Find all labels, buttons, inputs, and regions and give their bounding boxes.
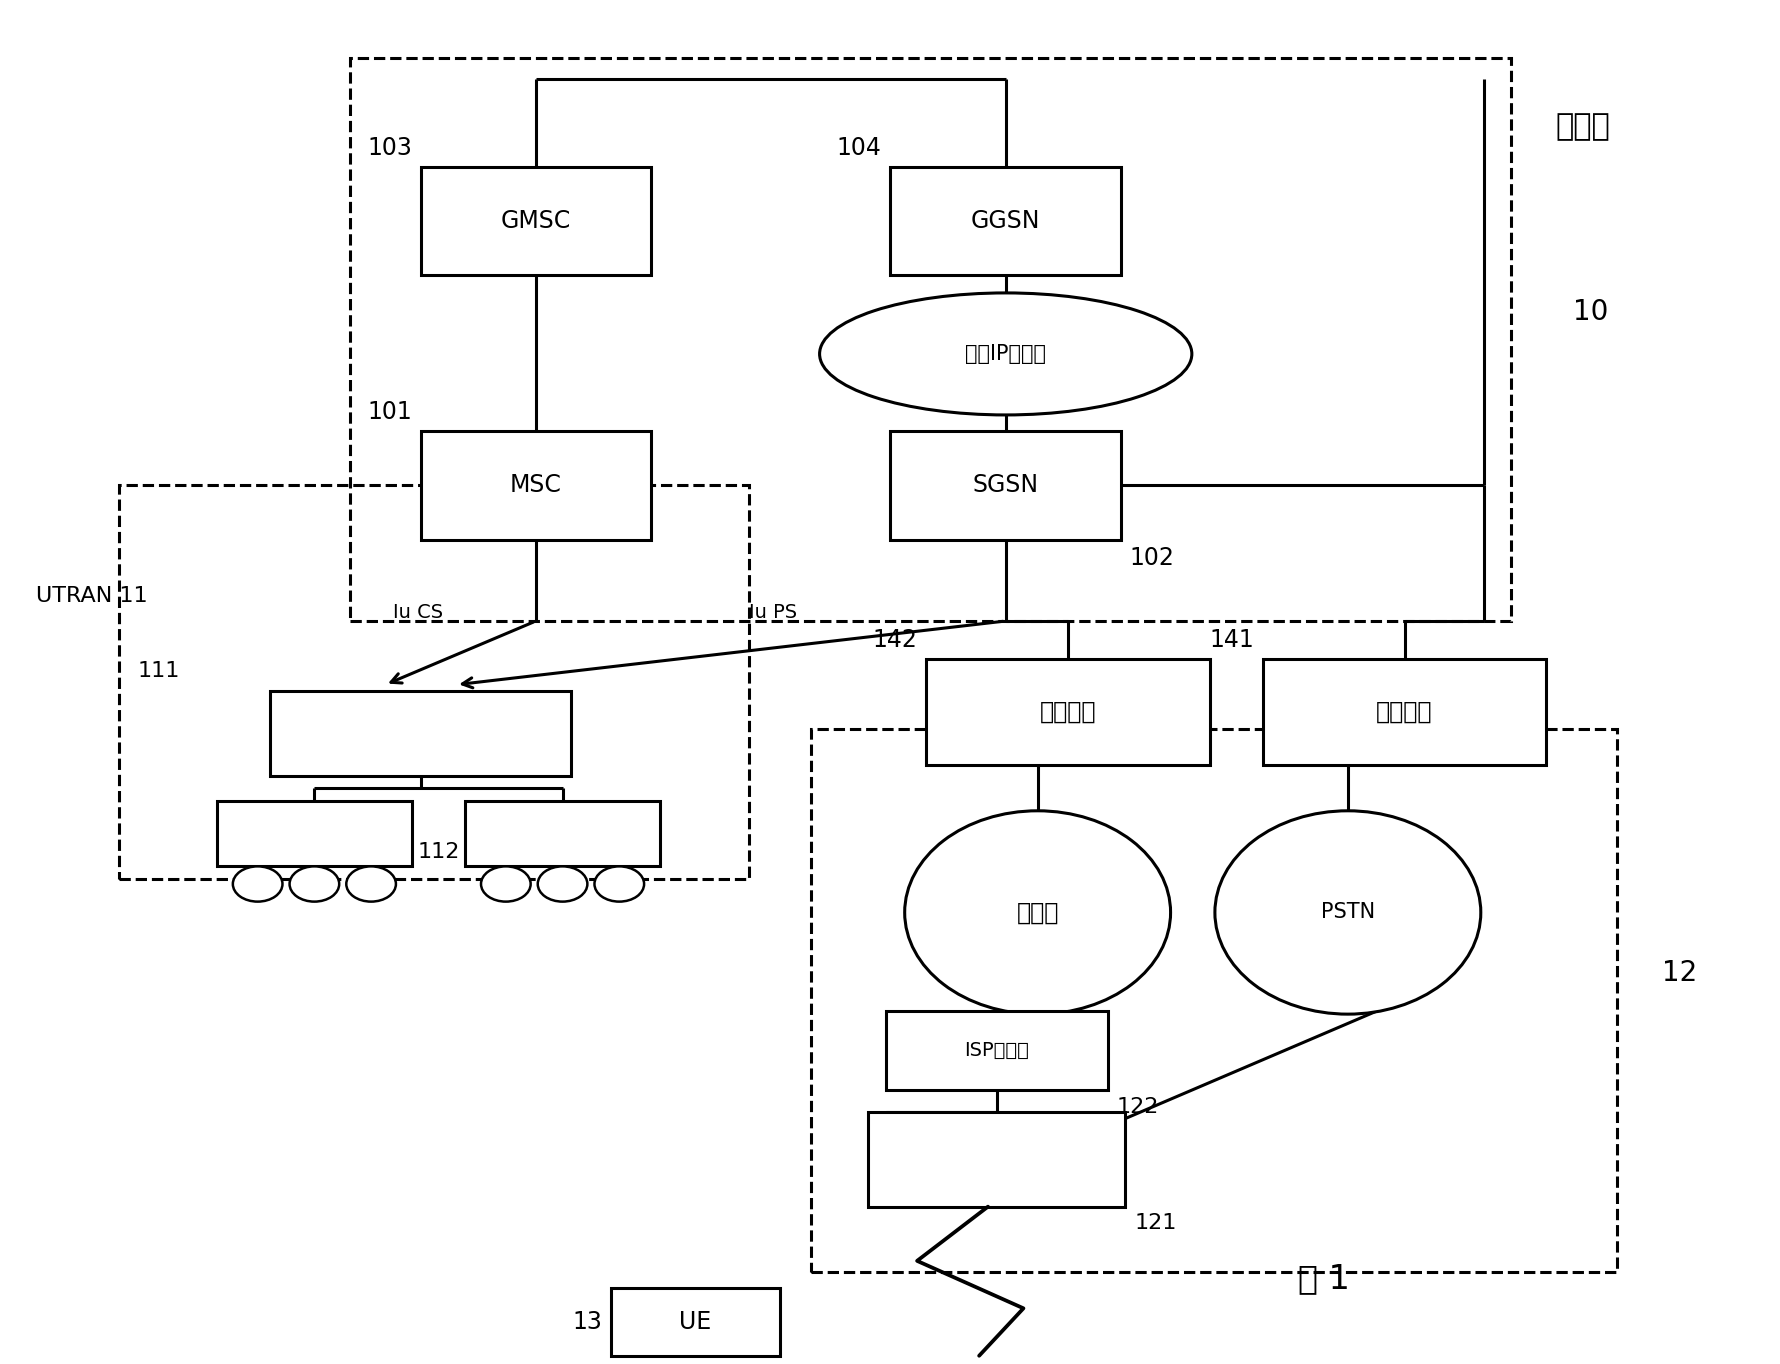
Ellipse shape [481, 866, 530, 902]
Text: ISP路由器: ISP路由器 [965, 1041, 1029, 1060]
FancyBboxPatch shape [890, 431, 1120, 540]
Text: UTRAN 11: UTRAN 11 [36, 585, 148, 606]
FancyBboxPatch shape [886, 1012, 1107, 1090]
Ellipse shape [595, 866, 644, 902]
Ellipse shape [538, 866, 587, 902]
Text: 103: 103 [367, 136, 411, 160]
Text: 13: 13 [571, 1309, 602, 1334]
Text: 12: 12 [1661, 959, 1696, 988]
Text: GMSC: GMSC [500, 209, 571, 233]
Text: Iu CS: Iu CS [393, 603, 443, 622]
FancyBboxPatch shape [465, 801, 660, 866]
Ellipse shape [345, 866, 395, 902]
Text: GGSN: GGSN [970, 209, 1040, 233]
Ellipse shape [904, 810, 1169, 1015]
FancyBboxPatch shape [1262, 659, 1545, 765]
Ellipse shape [1214, 810, 1479, 1015]
Text: 121: 121 [1134, 1214, 1177, 1233]
FancyBboxPatch shape [611, 1288, 780, 1356]
Ellipse shape [233, 866, 283, 902]
Text: 101: 101 [367, 401, 411, 424]
Text: MSC: MSC [509, 473, 561, 498]
Text: 104: 104 [837, 136, 881, 160]
Text: 112: 112 [417, 843, 459, 862]
Text: 电路网关: 电路网关 [1376, 700, 1433, 724]
FancyBboxPatch shape [926, 659, 1209, 765]
FancyBboxPatch shape [420, 431, 651, 540]
Ellipse shape [819, 293, 1191, 415]
FancyBboxPatch shape [869, 1112, 1125, 1207]
FancyBboxPatch shape [271, 692, 571, 776]
Text: 10: 10 [1572, 297, 1607, 326]
Text: 111: 111 [137, 660, 180, 681]
Text: 图 1: 图 1 [1298, 1262, 1349, 1294]
Text: 专用IP主干网: 专用IP主干网 [965, 344, 1045, 364]
Text: 核心网: 核心网 [1554, 112, 1609, 140]
FancyBboxPatch shape [420, 166, 651, 276]
Text: Iu PS: Iu PS [748, 603, 796, 622]
Text: 分组网关: 分组网关 [1040, 700, 1095, 724]
Text: UE: UE [678, 1309, 712, 1334]
Text: 102: 102 [1129, 547, 1175, 570]
Text: 122: 122 [1116, 1097, 1159, 1117]
Ellipse shape [290, 866, 338, 902]
Text: 互联网: 互联网 [1016, 900, 1059, 925]
FancyBboxPatch shape [217, 801, 411, 866]
FancyBboxPatch shape [890, 166, 1120, 276]
Text: SGSN: SGSN [972, 473, 1038, 498]
Text: 141: 141 [1209, 629, 1253, 652]
Text: 142: 142 [872, 629, 917, 652]
Text: PSTN: PSTN [1321, 903, 1374, 922]
